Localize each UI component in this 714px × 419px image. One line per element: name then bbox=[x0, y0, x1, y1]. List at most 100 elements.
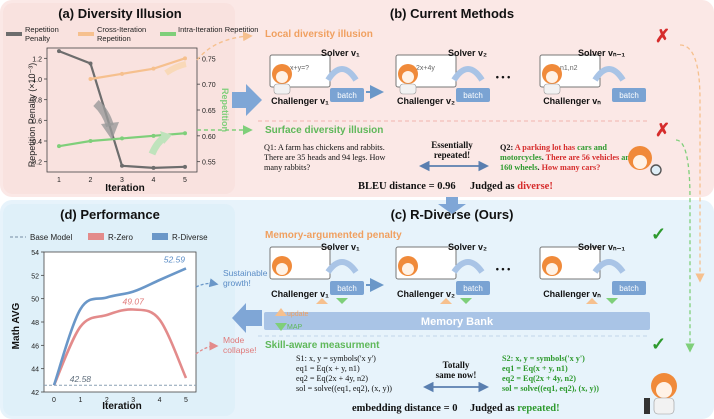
map-label: MAP bbox=[287, 324, 303, 331]
board-n-text: n1,n2 bbox=[560, 65, 578, 72]
intra-iteration-point bbox=[183, 131, 187, 136]
panel-a-left-tick-label: 0.4 bbox=[32, 139, 42, 146]
mb-up-2 bbox=[440, 298, 452, 304]
embedding-distance: embedding distance = 0 bbox=[352, 403, 457, 414]
panel-d-y-tick-label: 42 bbox=[31, 390, 39, 397]
collapse-line-1: Mode bbox=[223, 335, 245, 345]
b-dots: • • • bbox=[496, 72, 510, 82]
collapse-line-2: collapse! bbox=[223, 345, 257, 355]
fox-n-body bbox=[543, 83, 561, 95]
solver-1-arc bbox=[325, 66, 359, 82]
panel-c-title: (c) R-Diverse (Ours) bbox=[391, 207, 514, 222]
solver-2-arc bbox=[451, 66, 485, 82]
c-solver-1-label: Solver v₁ bbox=[321, 242, 360, 252]
fox-n-face bbox=[546, 71, 558, 83]
b-judged-pre: Judged as bbox=[470, 181, 517, 192]
fox-2-face bbox=[402, 71, 414, 83]
magnifier-icon bbox=[650, 164, 662, 176]
orange-loop-connector bbox=[679, 44, 705, 283]
map-arrow bbox=[275, 323, 287, 331]
panel-b-title: (b) Current Methods bbox=[390, 6, 514, 21]
panel-a-left-tick-label: 0.6 bbox=[32, 118, 42, 125]
mb-down-n bbox=[606, 298, 618, 304]
q2-line-2: motorcycles. There are 56 vehicles and bbox=[500, 153, 635, 162]
q2-l3-mid: . bbox=[538, 163, 542, 172]
panel-a-left-tick-label: 0.2 bbox=[32, 160, 42, 167]
c-batch-n-label: batch bbox=[619, 284, 639, 293]
panel-d-y-tick-label: 48 bbox=[31, 320, 39, 327]
panel-d-x-tick-label: 1 bbox=[78, 397, 82, 404]
b-group-1: x+y=? Solver v₁ batch Challenger v₁ bbox=[269, 48, 364, 106]
scientist-fox-body bbox=[653, 397, 675, 415]
totally-line-1: Totally bbox=[443, 360, 470, 370]
q2-l1-post: and bbox=[592, 143, 608, 152]
q2-l3-red: How many cars? bbox=[542, 163, 601, 172]
panel-a-x-tick-label: 5 bbox=[183, 177, 187, 184]
intra-iteration-point bbox=[120, 136, 124, 141]
update-label: update bbox=[287, 311, 309, 318]
q2-l3-green: 160 wheels bbox=[500, 163, 538, 172]
legend-cross-label-2: Repetition bbox=[97, 34, 131, 43]
sustainable-line-1: Sustainable bbox=[223, 268, 268, 278]
intra-iteration-point bbox=[57, 144, 61, 149]
q2-l2-green: motorcycles bbox=[500, 153, 542, 162]
c-challenger-1-label: Challenger v₁ bbox=[271, 289, 329, 299]
update-arrow bbox=[275, 308, 287, 316]
c-challenger-n-label: Challenger vₙ bbox=[543, 289, 601, 299]
c-group-2: Solver v₂ batch Challenger v₂ bbox=[395, 242, 490, 299]
s1-line-3: eq2 = Eq(2x + 4y, n2) bbox=[296, 374, 368, 383]
b-to-c-arrow bbox=[438, 197, 466, 214]
legend-rep-label-2: Penalty bbox=[25, 34, 50, 43]
c-solver-n-arc bbox=[592, 259, 626, 274]
mb-up-1 bbox=[316, 298, 328, 304]
panel-a-left-axis-label: Repetition Penalty (×10⁻³) bbox=[27, 63, 37, 168]
c-solver-n-label: Solver vₙ₋₁ bbox=[578, 242, 625, 252]
q2-l1-pre: Q2: bbox=[500, 143, 515, 152]
q2-line-1: Q2: A parking lot has cars and bbox=[500, 143, 607, 152]
sustainable-line-2: growth! bbox=[223, 278, 251, 288]
q2-l2-mid: . bbox=[542, 153, 546, 162]
c-batch-1-label: batch bbox=[337, 284, 357, 293]
q1-line-1: Q1: A farm has chickens and rabbits. bbox=[264, 143, 385, 152]
solver-n-arc bbox=[592, 66, 626, 82]
panel-d-y-tick-label: 46 bbox=[31, 343, 39, 350]
panel-a-right-tick-label: 0.65 bbox=[202, 108, 216, 115]
s2-line-1-text: S2: x, y = symbols('x y') bbox=[502, 354, 585, 363]
c-solver-1-arc bbox=[325, 259, 359, 274]
r-diverse-line bbox=[52, 267, 187, 386]
b-group-n: n1,n2 Solver vₙ₋₁ batch Challenger vₙ bbox=[539, 48, 646, 106]
cross-mark-2: ✗ bbox=[655, 120, 670, 140]
panel-d-chart: 42 44 46 48 50 52 54 0 1 2 3 4 5 42.58 49.07 52.59 bbox=[31, 250, 197, 404]
panel-d-x-tick-label: 0 bbox=[52, 397, 56, 404]
s2-line-4: sol = solve((eq1, eq2), (x, y)) bbox=[502, 384, 599, 393]
c-batch-n-button bbox=[612, 281, 646, 295]
legend-rzero-label: R-Zero bbox=[108, 233, 133, 242]
mb-down-2 bbox=[460, 298, 472, 304]
c-batch-2-button bbox=[456, 281, 490, 295]
panel-d-value-label: 52.59 bbox=[164, 254, 186, 264]
panel-d-value-label: 42.58 bbox=[70, 374, 92, 384]
cross-iteration-line bbox=[90, 57, 186, 81]
mb-down-1 bbox=[336, 298, 348, 304]
panel-a-right-axis-label: Repetition bbox=[220, 88, 230, 132]
panel-d-y-tick-label: 50 bbox=[31, 297, 39, 304]
fox-1-body bbox=[273, 83, 291, 95]
fox-1-face bbox=[276, 71, 288, 83]
repetition-penalty-point bbox=[120, 163, 124, 168]
challenger-1-label: Challenger v₁ bbox=[271, 96, 329, 106]
memory-bank-label: Memory Bank bbox=[421, 316, 494, 328]
board-2-text: 2x+4y bbox=[416, 65, 435, 72]
panel-d-value-label: 49.07 bbox=[123, 297, 145, 307]
rise-arrow-head bbox=[160, 131, 172, 144]
legend-rdiverse-label: R-Diverse bbox=[172, 233, 208, 242]
cross-iteration-point bbox=[88, 77, 93, 81]
panel-d-x-tick-label: 4 bbox=[158, 397, 162, 404]
challenger-n-label: Challenger vₙ bbox=[543, 96, 601, 106]
s1-line-4: sol = solve((eq1, eq2), (x, y)) bbox=[296, 384, 392, 393]
cross-iteration-point bbox=[183, 56, 187, 61]
repetition-penalty-point bbox=[88, 61, 93, 66]
s2-line-3: eq2 = Eq(2x + 4y, n2) bbox=[502, 374, 576, 383]
b-group-2: 2x+4y Solver v₂ batch Challenger v₂ bbox=[395, 48, 490, 106]
c-fox-n-face bbox=[546, 263, 558, 275]
solver-n-label: Solver vₙ₋₁ bbox=[578, 48, 625, 58]
